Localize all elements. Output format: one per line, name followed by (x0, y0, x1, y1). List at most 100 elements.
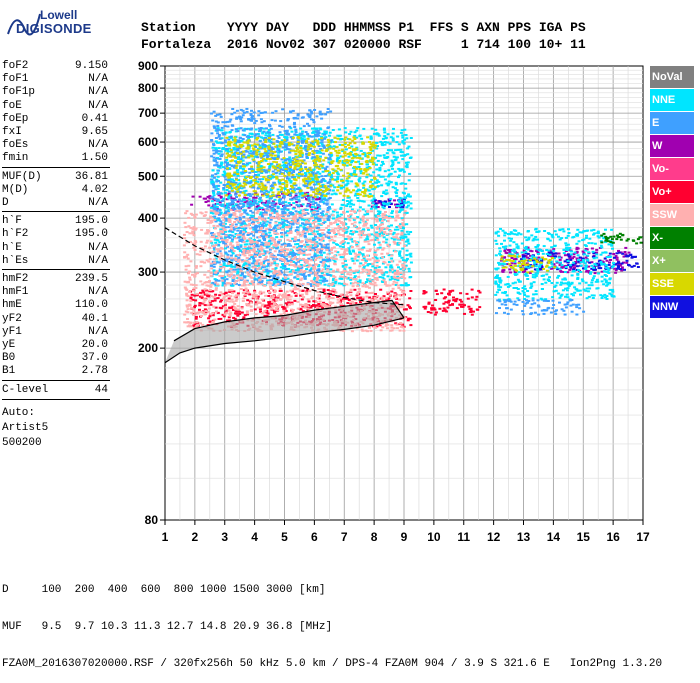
data-point (383, 131, 386, 133)
data-point (410, 262, 413, 264)
data-point (386, 152, 389, 154)
data-point (308, 116, 311, 118)
data-point (348, 250, 351, 252)
data-point (494, 240, 497, 242)
data-point (368, 205, 371, 207)
data-point (531, 250, 534, 252)
data-point (213, 164, 216, 166)
data-point (573, 292, 576, 294)
data-point (401, 129, 404, 131)
data-point (329, 111, 332, 113)
data-point (228, 132, 231, 134)
data-point (362, 183, 365, 185)
data-point (237, 175, 240, 177)
data-point (475, 296, 478, 298)
data-point (498, 253, 501, 255)
data-point (459, 299, 462, 301)
data-point (270, 128, 273, 130)
data-point (390, 212, 393, 214)
data-point (517, 279, 520, 281)
data-point (287, 301, 290, 303)
data-point (556, 282, 559, 284)
data-point (296, 188, 299, 190)
data-point (537, 244, 540, 246)
data-point (338, 128, 341, 130)
data-point (368, 189, 371, 191)
data-point (248, 198, 251, 200)
data-point (352, 260, 355, 262)
data-point (266, 154, 269, 156)
data-point (612, 262, 615, 264)
data-point (279, 120, 282, 122)
data-point (447, 301, 450, 303)
data-point (577, 269, 580, 271)
x-tick-label: 9 (401, 530, 408, 544)
data-point (289, 182, 292, 184)
data-point (365, 281, 368, 283)
data-point (239, 118, 242, 120)
data-point (409, 231, 412, 233)
data-point (456, 307, 459, 309)
data-point (360, 170, 363, 172)
data-point (499, 228, 502, 230)
y-tick-label: 300 (138, 265, 158, 279)
data-point (403, 143, 406, 145)
data-point (616, 259, 619, 261)
data-point (582, 311, 585, 313)
data-point (320, 181, 323, 183)
data-point (283, 206, 286, 208)
data-point (508, 300, 511, 302)
data-point (229, 119, 232, 121)
data-point (515, 273, 518, 275)
data-point (323, 131, 326, 133)
data-point (254, 135, 257, 137)
data-point (578, 240, 581, 242)
data-point (195, 316, 198, 318)
x-tick-label: 4 (251, 530, 258, 544)
data-point (559, 270, 562, 272)
data-point (567, 235, 570, 237)
data-point (219, 158, 222, 160)
data-point (534, 236, 537, 238)
data-point (444, 301, 447, 303)
data-point (604, 274, 607, 276)
data-point (255, 231, 258, 233)
data-point (511, 233, 514, 235)
data-point (243, 276, 246, 278)
data-point (628, 252, 631, 254)
data-point (507, 276, 510, 278)
data-point (316, 269, 319, 271)
data-point (233, 229, 236, 231)
data-point (597, 287, 600, 289)
data-point (579, 257, 582, 259)
data-point (354, 275, 357, 277)
data-point (555, 234, 558, 236)
data-point (405, 254, 408, 256)
data-point (295, 269, 298, 271)
data-point (410, 157, 413, 159)
data-point (231, 235, 234, 237)
data-point (221, 127, 224, 129)
data-point (317, 130, 320, 132)
data-point (571, 282, 574, 284)
data-point (242, 216, 245, 218)
data-point (508, 268, 511, 270)
data-point (214, 242, 217, 244)
data-point (402, 169, 405, 171)
data-point (494, 281, 497, 283)
data-point (238, 313, 241, 315)
data-point (370, 179, 373, 181)
data-point (358, 251, 361, 253)
data-point (302, 116, 305, 118)
data-point (221, 153, 224, 155)
data-point (213, 269, 216, 271)
data-point (266, 307, 269, 309)
data-point (213, 126, 216, 128)
data-point (283, 265, 286, 267)
data-point (588, 262, 591, 264)
data-point (564, 304, 567, 306)
y-tick-label: 200 (138, 341, 158, 355)
data-point (592, 229, 595, 231)
data-point (561, 264, 564, 266)
